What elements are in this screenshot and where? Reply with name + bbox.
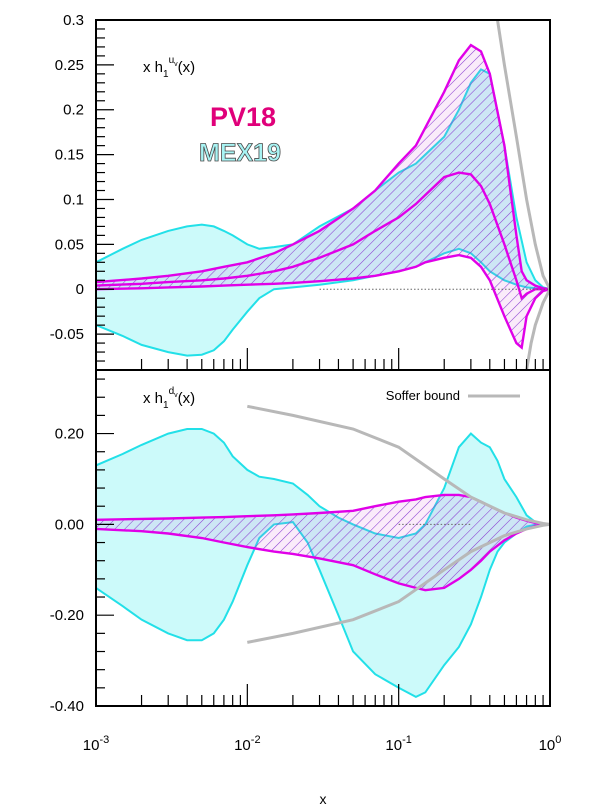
top-pv18-hatch	[96, 45, 550, 348]
y-tick-label: 0.1	[63, 191, 84, 208]
y-tick-label: 0.00	[55, 516, 84, 533]
x-tick-label: 10-3	[83, 734, 109, 754]
y-tick-label: 0	[76, 281, 84, 298]
bottom-panel: 0.20 0.00 -0.20 -0.40 x h1dv(x) Soffer boun…	[50, 378, 550, 715]
y-tick-label: 0.15	[55, 147, 84, 164]
x-tick-labels: 10-3 10-2 10-1 100	[83, 734, 562, 754]
y-tick-label: 0.25	[55, 57, 84, 74]
bottom-panel-label: x h1dv(x)	[143, 386, 195, 411]
top-soffer-bound-lower	[525, 288, 550, 370]
y-tick-label: 0.20	[55, 426, 84, 443]
bottom-y-ticks: 0.20 0.00 -0.20 -0.40	[50, 378, 114, 715]
y-tick-label: 0.05	[55, 236, 84, 253]
mex19-legend-label: MEX19	[199, 139, 281, 167]
bottom-pv18-hatch	[96, 494, 550, 591]
bottom-mex19-band-fill	[96, 429, 550, 697]
top-pv18-band	[96, 43, 550, 350]
top-pv18-upper-line	[96, 43, 550, 291]
y-tick-label: -0.40	[50, 698, 84, 715]
y-tick-label: -0.20	[50, 607, 84, 624]
x-tick-label: 100	[539, 734, 562, 754]
y-tick-label: 0.2	[63, 102, 84, 119]
top-soffer-bound-upper	[496, 20, 550, 290]
top-pv18-lower-line	[96, 253, 550, 350]
top-x-minor-ticks	[95, 348, 544, 370]
x-tick-label: 10-2	[234, 734, 260, 754]
bottom-soffer-bound-upper	[247, 404, 550, 526]
x-tick-label: 10-1	[385, 734, 411, 754]
bottom-mex19-lower-line	[96, 521, 550, 699]
top-panel: 0.3 0.25 0.2 0.15 0.1 0.05 0 -0.05 x h1uv(x) PV…	[50, 12, 550, 370]
top-pv18-center-line	[96, 171, 550, 301]
x-axis-label: x	[320, 791, 327, 807]
bottom-x-minor-ticks	[95, 684, 544, 706]
pv18-legend-label: PV18	[210, 102, 276, 132]
bottom-mex19-band	[96, 428, 550, 699]
top-y-ticks: 0.3 0.25 0.2 0.15 0.1 0.05 0 -0.05	[50, 12, 114, 362]
soffer-legend-label: Soffer bound	[386, 388, 460, 403]
bottom-soffer-bound-lower	[247, 522, 550, 644]
bottom-panel-frame	[95, 369, 551, 707]
top-panel-label: x h1uv(x)	[143, 55, 195, 80]
y-tick-label: -0.05	[50, 326, 84, 343]
y-tick-label: 0.3	[63, 12, 84, 29]
soffer-legend: Soffer bound	[386, 388, 520, 403]
